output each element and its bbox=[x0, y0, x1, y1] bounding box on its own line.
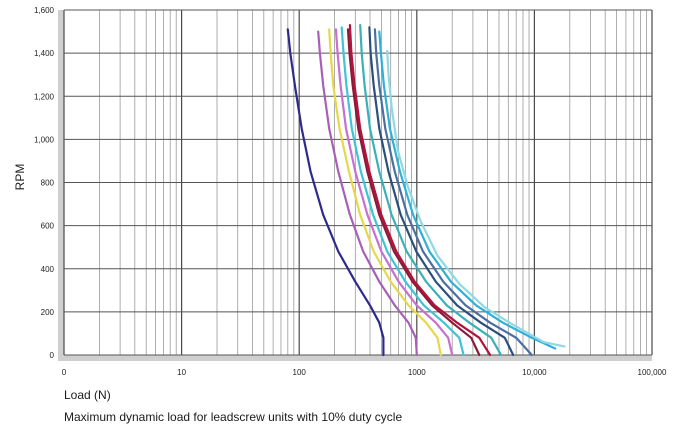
series-line-6 bbox=[346, 28, 481, 357]
y-tick-label: 400 bbox=[41, 265, 55, 274]
y-tick-label: 600 bbox=[41, 222, 55, 231]
series-line-9 bbox=[368, 26, 515, 357]
x-tick-label: 10 bbox=[177, 368, 186, 377]
series-line-4 bbox=[334, 28, 454, 357]
y-axis-band bbox=[58, 10, 64, 361]
y-tick-label: 1,000 bbox=[34, 135, 55, 144]
x-tick-label: 1000 bbox=[408, 368, 426, 377]
y-tick-label: 1,600 bbox=[34, 6, 55, 15]
y-tick-label: 0 bbox=[50, 351, 55, 360]
y-tick-label: 800 bbox=[41, 179, 55, 188]
y-tick-label: 1,400 bbox=[34, 49, 55, 58]
y-axis-label: RPM bbox=[13, 163, 27, 191]
x-tick-label: 0 bbox=[62, 368, 67, 377]
y-tick-label: 200 bbox=[41, 308, 55, 317]
x-axis-band bbox=[58, 355, 652, 361]
series-line-1 bbox=[286, 28, 385, 357]
x-tick-label: 100,000 bbox=[638, 368, 667, 377]
y-tick-label: 1,200 bbox=[34, 92, 55, 101]
series-line-11 bbox=[378, 30, 557, 350]
x-axis-label: Load (N) bbox=[64, 388, 111, 402]
x-tick-label: 10,000 bbox=[522, 368, 547, 377]
x-tick-label: 100 bbox=[293, 368, 307, 377]
series-line-12 bbox=[386, 49, 566, 348]
series-line-7 bbox=[348, 24, 492, 357]
series-line-8 bbox=[359, 24, 503, 357]
series-line-10 bbox=[373, 28, 533, 357]
chart-title: Maximum dynamic load for leadscrew units… bbox=[64, 410, 403, 424]
series-line-2 bbox=[317, 30, 418, 357]
series-line-5 bbox=[340, 26, 465, 357]
series-line-3 bbox=[328, 28, 442, 357]
